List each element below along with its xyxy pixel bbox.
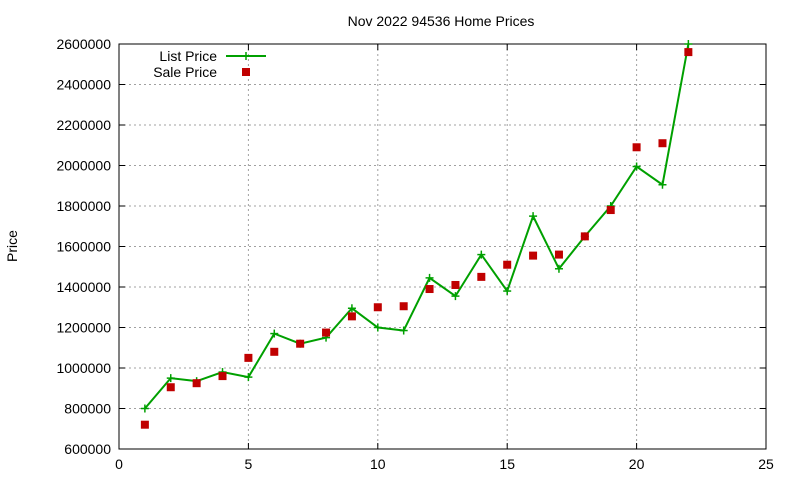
list-price-point bbox=[658, 180, 667, 189]
y-tick-label: 2000000 bbox=[56, 158, 111, 174]
x-tick-label: 0 bbox=[115, 456, 123, 472]
y-axis-label: Price bbox=[4, 230, 20, 262]
sale-price-point bbox=[140, 420, 149, 429]
sale-price-point bbox=[580, 232, 589, 241]
legend-label: Sale Price bbox=[153, 64, 217, 80]
plot-frame bbox=[118, 43, 767, 450]
y-tick-label: 1000000 bbox=[56, 360, 111, 376]
legend-label: List Price bbox=[159, 48, 217, 64]
y-tick-label: 1800000 bbox=[56, 198, 111, 214]
list-price-point bbox=[451, 292, 460, 301]
list-price-point bbox=[529, 212, 538, 221]
sale-price-point bbox=[684, 48, 693, 57]
y-tick-label: 2400000 bbox=[56, 77, 111, 93]
list-price-point bbox=[166, 374, 175, 383]
x-tick-label: 20 bbox=[629, 456, 645, 472]
x-tick-label: 5 bbox=[245, 456, 253, 472]
sale-price-point bbox=[658, 139, 667, 148]
y-tick-label: 2600000 bbox=[56, 36, 111, 52]
list-price-point bbox=[684, 40, 693, 48]
axes: 0 5 10 15 20 25 600000 800000 1000000 1200000 1400… bbox=[56, 36, 774, 472]
list-price-point bbox=[399, 326, 408, 335]
y-tick-label: 1600000 bbox=[56, 239, 111, 255]
y-tick-label: 1400000 bbox=[56, 279, 111, 295]
sale-price-point bbox=[373, 303, 382, 312]
series-list-price bbox=[140, 40, 693, 413]
list-price-point bbox=[425, 273, 434, 282]
list-price-point bbox=[140, 404, 149, 413]
sale-price-point bbox=[218, 372, 227, 381]
sale-price-point bbox=[632, 143, 641, 152]
y-tick-label: 2200000 bbox=[56, 117, 111, 133]
list-price-point bbox=[270, 329, 279, 338]
sale-price-point bbox=[192, 379, 201, 388]
legend-square-marker bbox=[242, 68, 250, 76]
y-tick-label: 600000 bbox=[64, 441, 111, 457]
sale-price-point bbox=[270, 347, 279, 356]
x-tick-label: 10 bbox=[370, 456, 386, 472]
list-price-point bbox=[477, 250, 486, 259]
sale-price-point bbox=[296, 339, 305, 348]
list-price-point bbox=[347, 304, 356, 313]
sale-price-point bbox=[529, 251, 538, 260]
list-price-point bbox=[244, 373, 253, 382]
sale-price-point bbox=[347, 312, 356, 321]
sale-price-point bbox=[166, 383, 175, 392]
series-sale-price bbox=[140, 48, 693, 429]
x-tick-label: 15 bbox=[499, 456, 515, 472]
list-price-line bbox=[144, 43, 690, 410]
x-tick-label: 25 bbox=[758, 456, 774, 472]
sale-price-point bbox=[477, 272, 486, 281]
sale-price-point bbox=[606, 206, 615, 215]
chart-title: Nov 2022 94536 Home Prices bbox=[348, 13, 535, 29]
sale-price-point bbox=[554, 250, 563, 259]
list-price-point bbox=[373, 323, 382, 332]
legend-plus-marker bbox=[242, 52, 250, 60]
y-tick-label: 800000 bbox=[64, 401, 111, 417]
plot-area bbox=[140, 40, 693, 429]
sale-price-point bbox=[425, 285, 434, 294]
sale-price-point bbox=[244, 353, 253, 362]
grid bbox=[119, 44, 766, 449]
list-price-point bbox=[632, 162, 641, 171]
list-price-point bbox=[554, 264, 563, 273]
y-tick-label: 1200000 bbox=[56, 320, 111, 336]
sale-price-point bbox=[399, 302, 408, 311]
sale-price-point bbox=[503, 260, 512, 269]
sale-price-point bbox=[322, 328, 331, 337]
sale-price-point bbox=[451, 280, 460, 289]
list-price-point bbox=[503, 287, 512, 296]
